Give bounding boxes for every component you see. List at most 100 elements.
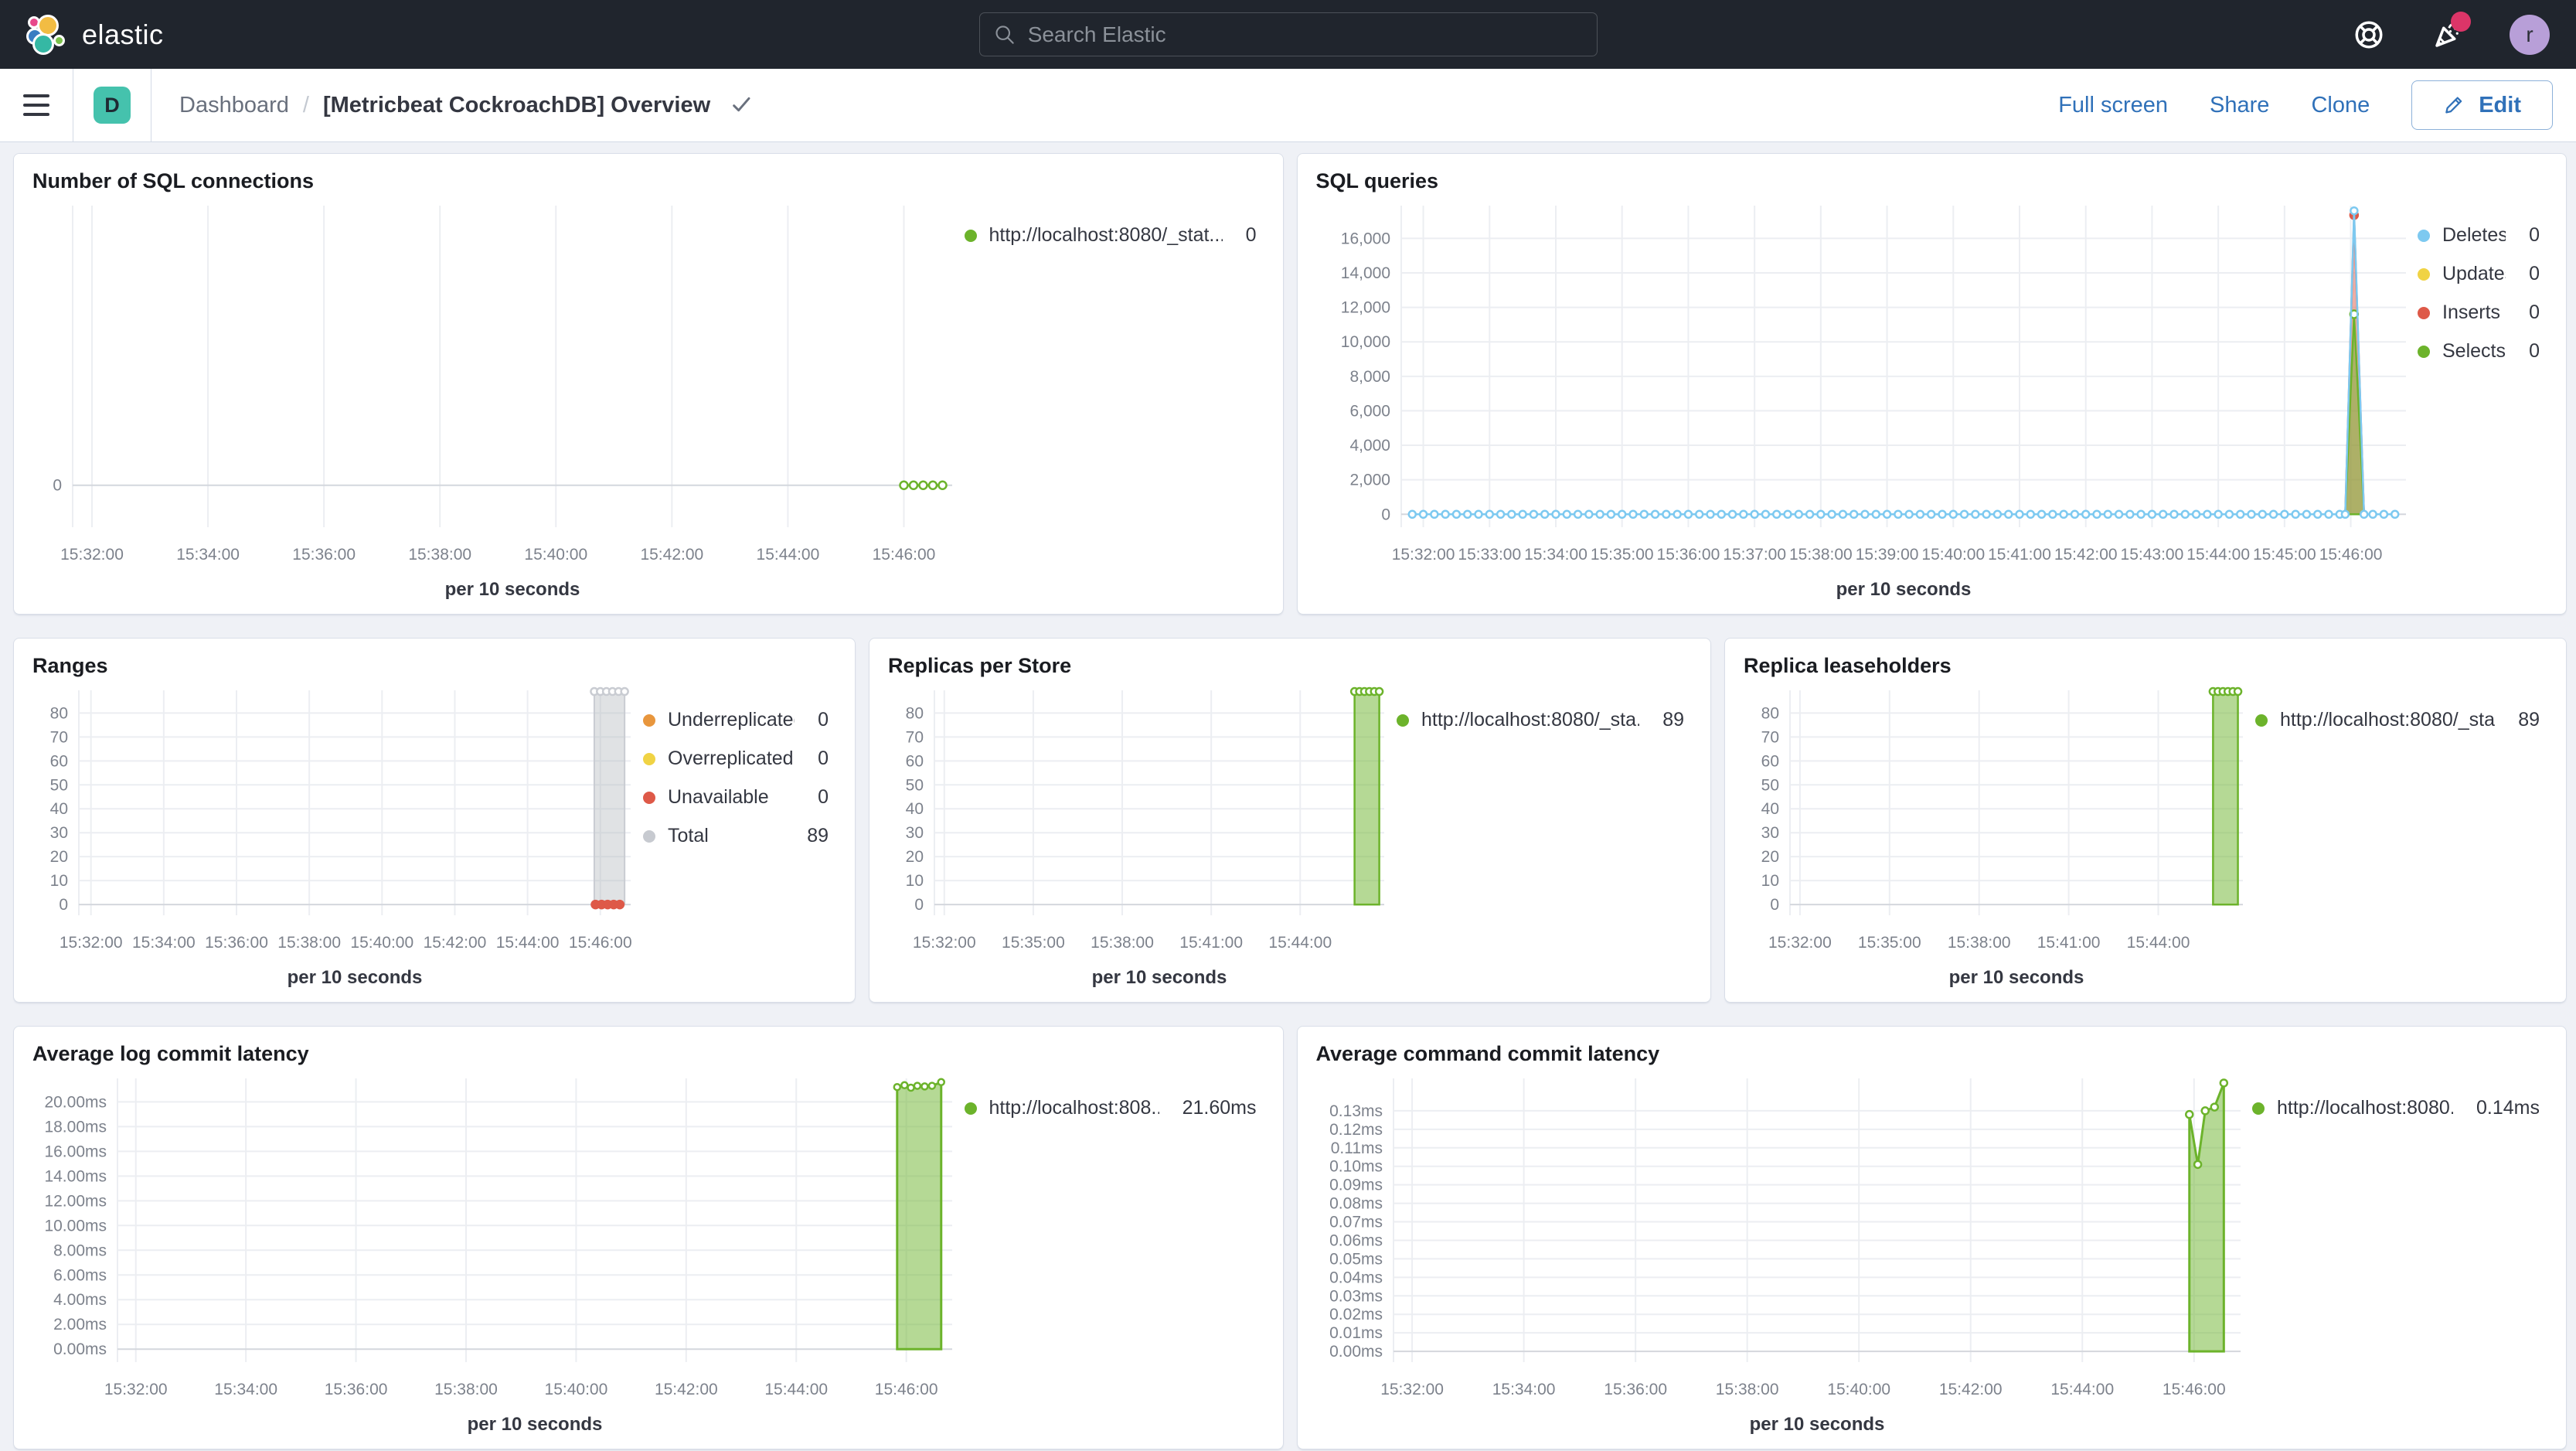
edit-button[interactable]: Edit <box>2411 80 2553 130</box>
legend-color-dot <box>643 752 655 765</box>
svg-text:15:40:00: 15:40:00 <box>524 546 587 564</box>
legend-label: http://localhost:8080... <box>2277 1097 2454 1119</box>
legend-label: http://localhost:8080/_stat... <box>989 224 1223 246</box>
legend-value: 89 <box>2518 709 2540 731</box>
svg-text:per 10 seconds: per 10 seconds <box>1949 967 2084 988</box>
svg-text:per 10 seconds: per 10 seconds <box>288 967 423 988</box>
svg-text:15:44:00: 15:44:00 <box>1268 934 1332 952</box>
chart-canvas[interactable]: 15:32:00 15:34:00 15:36:00 15:38:00 15:40:00… <box>23 195 961 608</box>
svg-text:30: 30 <box>906 824 924 842</box>
user-avatar[interactable]: r <box>2510 14 2550 55</box>
elastic-logo-icon <box>26 14 66 55</box>
legend-item[interactable]: http://localhost:8080/_sta... 89 <box>1397 709 1684 731</box>
svg-text:50: 50 <box>906 776 924 794</box>
legend-label: http://localhost:8080/_sta... <box>1421 709 1640 731</box>
svg-text:15:36:00: 15:36:00 <box>1656 546 1720 564</box>
chart-canvas[interactable]: 15:32:00 15:34:00 15:36:00 15:38:00 15:40:00… <box>23 680 640 996</box>
dashboard-check-icon[interactable] <box>729 93 754 118</box>
chart-canvas[interactable]: 15:32:00 15:35:00 15:38:00 15:41:00 15:44:00… <box>879 680 1393 996</box>
legend-item[interactable]: Updates 0 <box>2418 263 2540 285</box>
legend-item[interactable]: Inserts 0 <box>2418 301 2540 324</box>
legend-label: Selects <box>2442 340 2506 362</box>
svg-text:per 10 seconds: per 10 seconds <box>468 1414 603 1435</box>
legend-item[interactable]: Deletes 0 <box>2418 224 2540 247</box>
space-selector[interactable]: D <box>73 69 151 141</box>
svg-text:60: 60 <box>906 752 924 770</box>
search-input[interactable] <box>1026 21 1583 48</box>
svg-text:70: 70 <box>906 728 924 746</box>
legend-label: Total <box>668 825 709 846</box>
breadcrumb-dashboard[interactable]: Dashboard <box>179 92 289 118</box>
legend-item[interactable]: http://localhost:808... 21.60ms <box>964 1097 1257 1119</box>
chart-plot-area[interactable]: 15:32:00 15:34:00 15:36:00 15:38:00 15:40:00… <box>23 680 640 996</box>
global-search[interactable] <box>978 12 1598 56</box>
legend-color-dot <box>1397 714 1409 727</box>
chart-legend: http://localhost:8080/_stat... 0 <box>961 195 1278 608</box>
legend-value: 0 <box>818 748 829 769</box>
space-badge: D <box>94 87 131 124</box>
legend-value: 0 <box>2529 301 2540 323</box>
elastic-logo[interactable]: elastic <box>26 14 164 55</box>
chart-legend: http://localhost:8080/_sta... 89 <box>1393 680 1706 996</box>
svg-text:15:37:00: 15:37:00 <box>1723 546 1786 564</box>
legend-label: Unavailable <box>668 786 769 808</box>
legend-item[interactable]: Underreplicated 0 <box>643 709 829 731</box>
legend-color-dot <box>643 829 655 843</box>
legend-item[interactable]: http://localhost:8080... 0.14ms <box>2252 1097 2540 1119</box>
svg-text:40: 40 <box>50 800 68 818</box>
legend-item[interactable]: http://localhost:8080/_sta... 89 <box>2255 709 2540 731</box>
svg-text:0.11ms: 0.11ms <box>1330 1139 1382 1157</box>
chart-legend: Deletes 0 Updates 0 Inserts 0 Selects 0 <box>2414 195 2561 608</box>
legend-item[interactable]: Total 89 <box>643 825 829 847</box>
legend-value: 0 <box>1245 224 1257 246</box>
chart-plot-area[interactable]: 15:32:00 15:35:00 15:38:00 15:41:00 15:44:00… <box>1734 680 2252 996</box>
legend-item[interactable]: http://localhost:8080/_stat... 0 <box>964 224 1257 247</box>
panel-title: Average log commit latency <box>32 1042 309 1065</box>
chart-canvas[interactable]: 15:32:00 15:33:00 15:34:00 15:35:00 15:36:00… <box>1307 195 2415 608</box>
help-icon[interactable] <box>2352 18 2386 52</box>
svg-text:15:32:00: 15:32:00 <box>60 546 124 564</box>
svg-text:80: 80 <box>50 704 68 722</box>
svg-text:50: 50 <box>1761 776 1779 794</box>
news-icon[interactable] <box>2431 11 2471 52</box>
svg-text:15:32:00: 15:32:00 <box>60 934 123 952</box>
svg-text:15:36:00: 15:36:00 <box>292 546 356 564</box>
chart-canvas[interactable]: 15:32:00 15:34:00 15:36:00 15:38:00 15:40:00… <box>23 1068 961 1442</box>
top-navigation-bar: elastic <box>0 0 2576 69</box>
legend-item[interactable]: Unavailable 0 <box>643 786 829 809</box>
chart-plot-area[interactable]: 15:32:00 15:33:00 15:34:00 15:35:00 15:36:00… <box>1307 195 2415 608</box>
svg-text:8.00ms: 8.00ms <box>53 1242 107 1259</box>
breadcrumb: Dashboard / [Metricbeat CockroachDB] Ove… <box>179 93 754 118</box>
chart-plot-area[interactable]: 15:32:00 15:34:00 15:36:00 15:38:00 15:40:00… <box>1307 1068 2250 1442</box>
legend-label: Inserts <box>2442 301 2501 323</box>
legend-item[interactable]: Overreplicated 0 <box>643 748 829 770</box>
chart-plot-area[interactable]: 15:32:00 15:34:00 15:36:00 15:38:00 15:40:00… <box>23 1068 961 1442</box>
svg-text:50: 50 <box>50 776 68 794</box>
svg-text:15:45:00: 15:45:00 <box>2252 546 2316 564</box>
svg-text:15:40:00: 15:40:00 <box>350 934 413 952</box>
legend-color-dot <box>2418 306 2430 319</box>
svg-text:15:46:00: 15:46:00 <box>569 934 632 952</box>
svg-text:15:38:00: 15:38:00 <box>408 546 471 564</box>
legend-item[interactable]: Selects 0 <box>2418 340 2540 363</box>
svg-text:0.03ms: 0.03ms <box>1329 1287 1383 1305</box>
legend-label: Deletes <box>2442 224 2506 246</box>
chart-canvas[interactable]: 15:32:00 15:35:00 15:38:00 15:41:00 15:44:00… <box>1734 680 2252 996</box>
panel-title: Ranges <box>32 654 108 677</box>
svg-text:15:42:00: 15:42:00 <box>655 1381 718 1398</box>
clone-button[interactable]: Clone <box>2311 92 2370 118</box>
legend-value: 0 <box>2529 340 2540 362</box>
chart-plot-area[interactable]: 15:32:00 15:34:00 15:36:00 15:38:00 15:40:00… <box>23 195 961 608</box>
svg-text:15:38:00: 15:38:00 <box>434 1381 498 1398</box>
svg-text:6.00ms: 6.00ms <box>53 1266 107 1284</box>
svg-text:20: 20 <box>1761 848 1779 866</box>
chart-canvas[interactable]: 15:32:00 15:34:00 15:36:00 15:38:00 15:40:00… <box>1307 1068 2250 1442</box>
chart-plot-area[interactable]: 15:32:00 15:35:00 15:38:00 15:41:00 15:44:00… <box>879 680 1393 996</box>
svg-text:0.10ms: 0.10ms <box>1329 1158 1383 1176</box>
share-button[interactable]: Share <box>2210 92 2270 118</box>
legend-color-dot <box>643 791 655 804</box>
svg-text:40: 40 <box>906 800 924 818</box>
menu-button[interactable] <box>0 69 73 141</box>
full-screen-button[interactable]: Full screen <box>2058 92 2169 118</box>
svg-text:16,000: 16,000 <box>1340 230 1390 247</box>
